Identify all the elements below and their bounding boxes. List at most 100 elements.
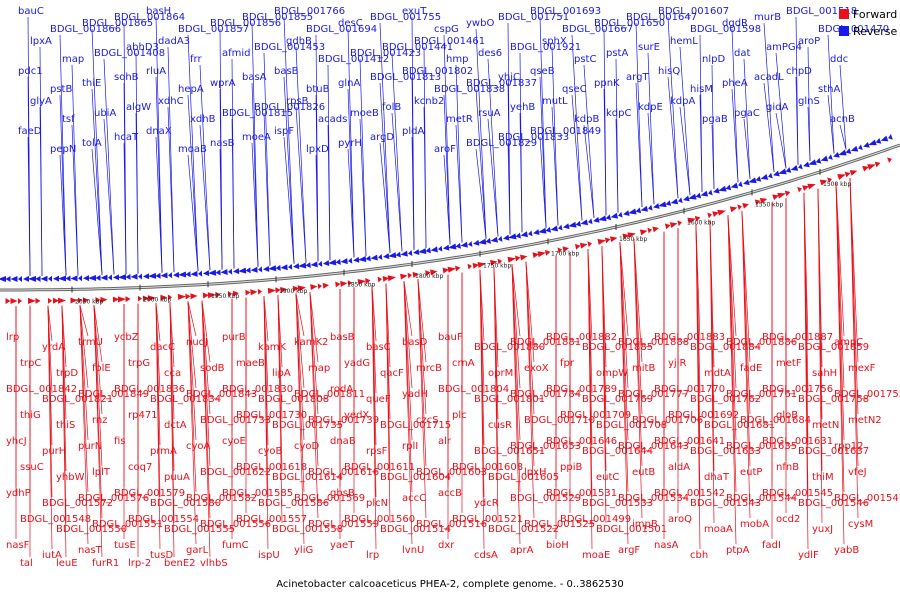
forward-gene-label[interactable]: BDGL_001522	[488, 524, 559, 535]
forward-gene-label[interactable]: BDGL_001560	[344, 514, 415, 525]
forward-gene-label[interactable]: aldA	[668, 462, 690, 473]
forward-gene-label[interactable]: BDGL_001637	[798, 446, 869, 457]
forward-gene-label[interactable]: BDGL_001646	[546, 436, 617, 447]
forward-gene-label[interactable]: ycbZ	[114, 332, 139, 343]
forward-gene-label[interactable]: metN	[812, 420, 839, 431]
reverse-gene-label[interactable]: moeA	[242, 132, 271, 143]
forward-gene-label[interactable]: fpr	[560, 358, 575, 369]
forward-gene-label[interactable]: coq7	[128, 462, 152, 473]
reverse-gene-label[interactable]: BDGL_001766	[274, 6, 345, 17]
forward-gene-label[interactable]: BDGL_001605	[488, 472, 559, 483]
forward-gene-label[interactable]: BDGL_001544	[726, 493, 797, 504]
reverse-gene-label[interactable]: murB	[754, 12, 781, 23]
forward-gene-label[interactable]: rodA	[330, 384, 353, 395]
reverse-gene-label[interactable]: BDGL_001755	[370, 12, 441, 23]
forward-gene-label[interactable]: lplT	[92, 467, 111, 478]
forward-gene-label[interactable]: furR1	[92, 558, 119, 569]
reverse-gene-label[interactable]: faeD	[18, 126, 42, 137]
forward-gene-label[interactable]: prmA	[150, 446, 177, 457]
forward-gene-label[interactable]: BDGL_001789	[546, 384, 617, 395]
reverse-gene-label[interactable]: sohB	[114, 72, 139, 83]
forward-gene-label[interactable]: cdsA	[474, 550, 498, 561]
reverse-gene-label[interactable]: aroF	[434, 144, 456, 155]
forward-gene-label[interactable]: yadG	[344, 358, 370, 369]
forward-gene-label[interactable]: BDGL_001545	[762, 488, 833, 499]
forward-gene-label[interactable]: BDGL_001548	[20, 514, 91, 525]
forward-gene-label[interactable]: gbsB	[330, 488, 355, 499]
forward-gene-label[interactable]: vlhbS	[200, 558, 228, 569]
forward-gene-label[interactable]: BDGL_001739	[308, 415, 379, 426]
reverse-gene-label[interactable]: surE	[638, 42, 660, 53]
forward-gene-label[interactable]: BDGL_001531	[546, 488, 617, 499]
forward-gene-label[interactable]: leuE	[56, 558, 78, 569]
reverse-gene-label[interactable]: pyrH	[338, 138, 362, 149]
reverse-gene-label[interactable]: BDGL_001408	[94, 48, 165, 59]
forward-gene-label[interactable]: purB	[222, 332, 246, 343]
forward-gene-label[interactable]: BDGL_001608	[452, 462, 523, 473]
reverse-gene-label[interactable]: kcnb2	[414, 96, 444, 107]
reverse-gene-label[interactable]: BDGL_001857	[178, 24, 249, 35]
reverse-gene-label[interactable]: kdpA	[670, 96, 695, 107]
forward-gene-label[interactable]: plcN	[366, 498, 388, 509]
forward-gene-label[interactable]: garL	[186, 545, 209, 556]
forward-gene-label[interactable]: BDGL_001643	[618, 441, 689, 452]
forward-gene-label[interactable]: yjiR	[668, 358, 686, 369]
reverse-gene-label[interactable]: BDGL_001598	[690, 24, 761, 35]
reverse-gene-label[interactable]: pstC	[574, 54, 596, 65]
forward-gene-label[interactable]: BDGL_001730	[236, 410, 307, 421]
forward-gene-label[interactable]: rpp12	[834, 441, 864, 452]
forward-gene-label[interactable]: accB	[438, 488, 462, 499]
forward-gene-label[interactable]: BDGL_001801	[474, 394, 545, 405]
forward-gene-label[interactable]: trpG	[128, 358, 150, 369]
reverse-gene-label[interactable]: dnaX	[146, 126, 172, 137]
reverse-gene-label[interactable]: abhD3	[126, 42, 159, 53]
forward-gene-label[interactable]: BDGL_001733	[200, 415, 271, 426]
forward-gene-label[interactable]: tusE	[114, 540, 136, 551]
forward-gene-label[interactable]: BDGL_001883	[654, 332, 725, 343]
reverse-gene-label[interactable]: rluA	[146, 66, 166, 77]
forward-gene-label[interactable]: BDGL_001706	[632, 415, 703, 426]
reverse-gene-label[interactable]: rpsB	[286, 96, 309, 107]
reverse-gene-label[interactable]: BDGL_001453	[254, 42, 325, 53]
reverse-gene-label[interactable]: ywbO	[466, 18, 494, 29]
forward-gene-label[interactable]: iutA	[42, 550, 62, 561]
reverse-gene-label[interactable]: BDGL_001815	[222, 108, 293, 119]
reverse-gene-label[interactable]: BDGL_001826	[254, 102, 325, 113]
forward-gene-label[interactable]: yhcJ	[6, 436, 27, 447]
forward-gene-label[interactable]: alr	[438, 436, 452, 447]
reverse-gene-label[interactable]: BDGL_001518	[786, 6, 857, 17]
forward-gene-label[interactable]: cbh	[690, 550, 708, 561]
forward-gene-label[interactable]: BDGL_001611	[344, 462, 415, 473]
reverse-gene-label[interactable]: moaB	[178, 144, 207, 155]
reverse-gene-label[interactable]: BDGL_001607	[658, 6, 729, 17]
reverse-gene-label[interactable]: ppnK	[594, 78, 620, 89]
forward-gene-label[interactable]: thiM	[812, 472, 834, 483]
forward-gene-label[interactable]: BDGL_001580	[150, 498, 221, 509]
forward-gene-label[interactable]: BDGL_001622	[200, 467, 271, 478]
forward-gene-label[interactable]: BDGL_001585	[222, 488, 293, 499]
forward-gene-label[interactable]: cyoE	[222, 436, 246, 447]
reverse-gene-label[interactable]: amPG4	[766, 42, 802, 53]
reverse-gene-label[interactable]: BDGL_001865	[82, 18, 153, 29]
forward-gene-label[interactable]: BDGL_001521	[452, 514, 523, 525]
forward-gene-label[interactable]: BDGL_001884	[690, 342, 761, 353]
reverse-gene-label[interactable]: chpD	[786, 66, 812, 77]
forward-gene-label[interactable]: mrcB	[416, 363, 442, 374]
reverse-gene-label[interactable]: BDGL_001864	[114, 12, 185, 23]
forward-gene-label[interactable]: ompW	[596, 368, 628, 379]
forward-gene-label[interactable]: BDGL_001758	[798, 394, 869, 405]
forward-gene-label[interactable]: dacC	[150, 342, 175, 353]
forward-gene-label[interactable]: exoX	[524, 363, 549, 374]
forward-gene-label[interactable]: BDGL_001882	[546, 332, 617, 343]
forward-gene-label[interactable]: nasT	[78, 545, 103, 556]
forward-gene-label[interactable]: BDGL_001887	[762, 332, 833, 343]
reverse-gene-label[interactable]: BDGL_001855	[242, 12, 313, 23]
reverse-gene-label[interactable]: yehB	[510, 102, 535, 113]
reverse-gene-label[interactable]: sthA	[818, 84, 840, 95]
forward-gene-label[interactable]: folE	[92, 363, 111, 374]
forward-gene-label[interactable]: dhaT	[704, 472, 730, 483]
reverse-gene-label[interactable]: BDGL_001412	[318, 54, 389, 65]
forward-gene-label[interactable]: kamK2	[294, 337, 328, 348]
forward-gene-label[interactable]: map	[308, 363, 330, 374]
